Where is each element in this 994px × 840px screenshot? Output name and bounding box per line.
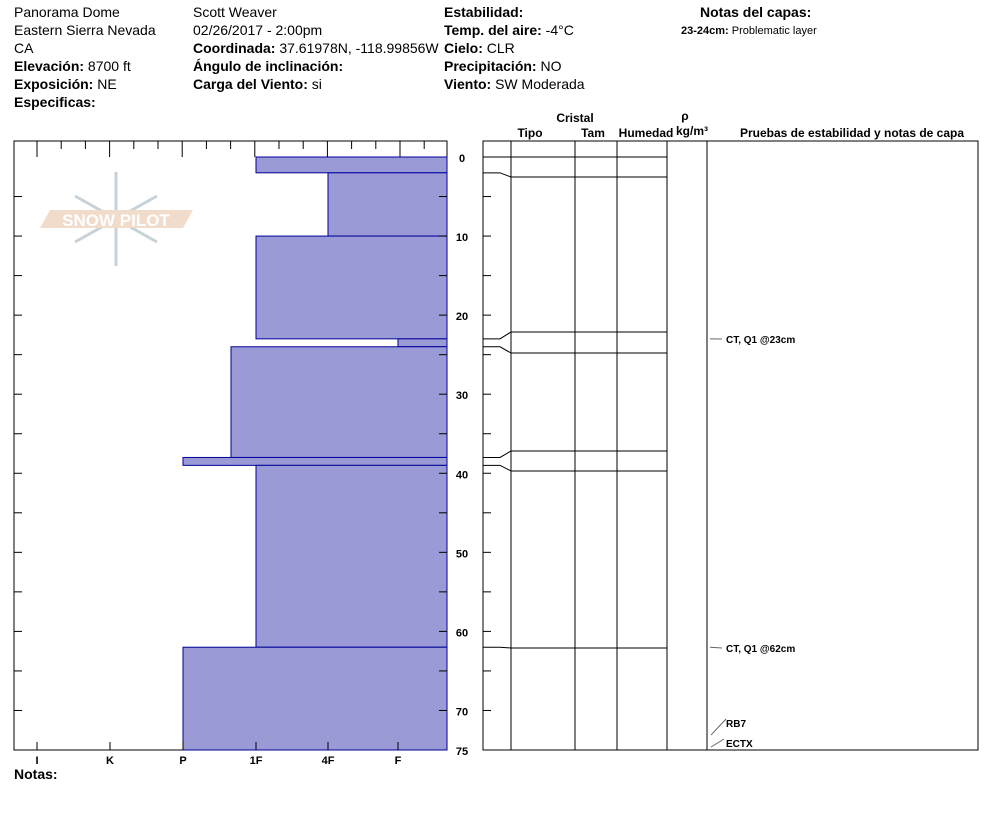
location: Panorama Dome	[14, 4, 120, 20]
air-temp-label: Temp. del aire:	[444, 22, 542, 38]
depth-tick-label: 30	[456, 390, 468, 402]
hardness-tick-label: F	[395, 755, 402, 767]
slope-label: Ángulo de inclinación:	[193, 58, 343, 74]
size-header: Tam	[581, 126, 605, 140]
wind-label: Viento:	[444, 76, 491, 92]
layer-boundary	[483, 464, 667, 472]
layer-boundary	[483, 450, 667, 458]
layer-bar	[182, 456, 448, 466]
hardness-tick-label: P	[179, 755, 186, 767]
elevation-label: Elevación:	[14, 58, 84, 74]
column-headers: Cristal Tipo Tam Humedad ρ kg/m³ Pruebas…	[517, 109, 964, 140]
stability-test-label: ECTX	[726, 739, 753, 750]
notes-label: Notas:	[14, 766, 58, 782]
svg-text:Carga del Viento: si: Carga del Viento: si	[193, 76, 322, 92]
coord: 37.61978N, -118.99856W	[279, 40, 439, 56]
test-arrow	[710, 738, 725, 748]
header: Panorama Dome Eastern Sierra Nevada CA E…	[14, 4, 817, 782]
layer-notes-title: Notas del capas:	[700, 4, 811, 20]
test-arrow	[709, 646, 723, 649]
hardness-tick-label: K	[106, 755, 114, 767]
depth-tick-label: 70	[456, 706, 468, 718]
range: Eastern Sierra Nevada	[14, 22, 156, 38]
density-unit: kg/m³	[676, 124, 708, 138]
rho-header: ρ	[681, 109, 688, 123]
type-header: Tipo	[517, 126, 542, 140]
hardness-tick-label: 1F	[250, 755, 263, 767]
test-arrow	[710, 718, 727, 736]
stability-label: Estabilidad:	[444, 4, 523, 20]
stability-test-label: RB7	[726, 719, 746, 730]
stability-test-label: CT, Q1 @23cm	[726, 335, 795, 346]
svg-text:Exposición: NE: Exposición: NE	[14, 76, 117, 92]
hardness-tick-label: I	[35, 755, 38, 767]
depth-tick-label: 50	[456, 548, 468, 560]
layer-boundary	[483, 172, 667, 178]
svg-text:Temp. del aire: -4°C: Temp. del aire: -4°C	[444, 22, 574, 38]
stability-test-label: CT, Q1 @62cm	[726, 644, 795, 655]
state: CA	[14, 40, 34, 56]
sky-label: Cielo:	[444, 40, 483, 56]
layer-table: CT, Q1 @23cm CT, Q1 @62cm RB7 ECTX	[482, 140, 979, 751]
svg-text:Viento: SW Moderada: Viento: SW Moderada	[444, 76, 585, 92]
svg-text:23-24cm: Problematic layer: 23-24cm: Problematic layer	[681, 25, 817, 37]
layer-bar	[255, 464, 448, 648]
depth-tick-label: 20	[456, 311, 468, 323]
layer-bar	[182, 646, 448, 751]
depth-tick-label: 0	[459, 153, 465, 165]
layer-bar	[230, 346, 448, 458]
sky: CLR	[487, 40, 515, 56]
depth-tick-label: 40	[456, 469, 468, 481]
depth-tick-label: 10	[456, 232, 468, 244]
aspect: NE	[97, 76, 116, 92]
moisture-header: Humedad	[619, 126, 674, 140]
specifics-label: Especificas:	[14, 94, 96, 110]
wind: SW Moderada	[495, 76, 585, 92]
layer-boundary	[483, 646, 667, 649]
wind-load-label: Carga del Viento:	[193, 76, 308, 92]
depth-tick-label: 75	[456, 746, 468, 758]
layer-note-range: 23-24cm:	[681, 25, 729, 37]
hardness-chart: I K P 1F 4F F 0 10 20 30 40 50 60 70 75	[13, 140, 491, 767]
svg-text:Cielo: CLR: Cielo: CLR	[444, 40, 515, 56]
air-temp: -4°C	[546, 22, 574, 38]
table-frame	[482, 140, 979, 751]
svg-text:SNOW PILOT: SNOW PILOT	[62, 211, 170, 230]
layer-bar	[255, 156, 448, 174]
snowpilot-logo: SNOW PILOT	[40, 172, 193, 266]
svg-text:Elevación: 8700 ft: Elevación: 8700 ft	[14, 58, 131, 74]
precip-label: Precipitación:	[444, 58, 537, 74]
svg-text:Precipitación: NO: Precipitación: NO	[444, 58, 562, 74]
layer-bar	[327, 172, 448, 237]
layer-note-text: Problematic layer	[732, 25, 817, 37]
svg-text:Coordinada: 37.61978N, -118.99: Coordinada: 37.61978N, -118.99856W	[193, 40, 439, 56]
wind-load: si	[312, 76, 322, 92]
coord-label: Coordinada:	[193, 40, 275, 56]
tests-header: Pruebas de estabilidad y notas de capa	[740, 126, 964, 140]
layer-boundary	[483, 346, 667, 354]
layer-boundary	[483, 331, 667, 340]
depth-tick-label: 60	[456, 627, 468, 639]
layer-bar	[255, 235, 448, 340]
crystal-header: Cristal	[556, 111, 593, 125]
aspect-label: Exposición:	[14, 76, 93, 92]
hardness-tick-label: 4F	[322, 755, 335, 767]
datetime: 02/26/2017 - 2:00pm	[193, 22, 322, 38]
layer-bar	[397, 338, 448, 348]
precip: NO	[540, 58, 561, 74]
observer: Scott Weaver	[193, 4, 277, 20]
elevation: 8700 ft	[88, 58, 131, 74]
